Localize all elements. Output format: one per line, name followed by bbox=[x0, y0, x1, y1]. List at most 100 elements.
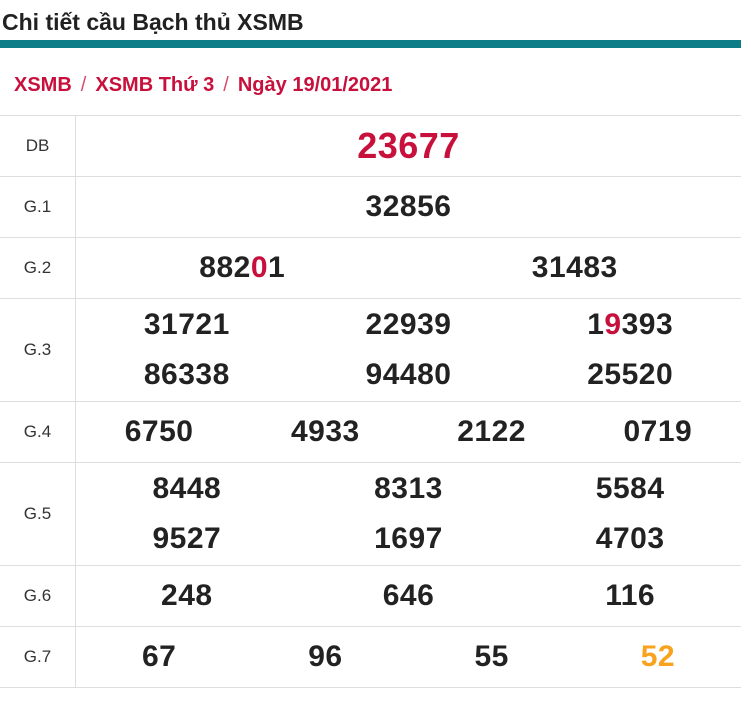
prize-values: 8448 8313 5584 9527 1697 4703 bbox=[76, 463, 741, 565]
prize-values: 6750 4933 2122 0719 bbox=[76, 402, 741, 462]
prize-value: 67 bbox=[76, 640, 242, 674]
digit-segment: 393 bbox=[622, 308, 674, 341]
prize-value: 646 bbox=[298, 579, 520, 613]
prize-value: 9527 bbox=[76, 522, 298, 556]
prize-value: 4703 bbox=[519, 522, 741, 556]
breadcrumb-separator: / bbox=[81, 74, 87, 96]
prize-row: G.7 67 96 55 52 bbox=[0, 627, 741, 688]
prize-value: 2122 bbox=[409, 415, 575, 449]
prize-line: 32856 bbox=[76, 182, 741, 232]
prize-line: 8448 8313 5584 bbox=[76, 464, 741, 514]
prize-value: 6750 bbox=[76, 415, 242, 449]
prize-values: 31721 22939 19393 86338 94480 25520 bbox=[76, 299, 741, 401]
prize-value: 1697 bbox=[298, 522, 520, 556]
digit-segment: 9527 bbox=[152, 522, 221, 555]
prize-row: G.5 8448 8313 5584 9527 1697 4703 bbox=[0, 463, 741, 566]
prize-label: G.5 bbox=[0, 463, 76, 565]
digit-segment: 31721 bbox=[144, 308, 230, 341]
prize-label: G.1 bbox=[0, 177, 76, 237]
prize-row: G.6 248 646 116 bbox=[0, 566, 741, 627]
prize-line: 248 646 116 bbox=[76, 571, 741, 621]
prize-value: 23677 bbox=[76, 125, 741, 167]
digit-segment: 646 bbox=[383, 579, 435, 612]
digit-segment: 1697 bbox=[374, 522, 443, 555]
breadcrumb-link-xsmb-thu-3[interactable]: XSMB Thứ 3 bbox=[95, 74, 214, 96]
prize-value: 19393 bbox=[519, 308, 741, 342]
prize-value: 4933 bbox=[242, 415, 408, 449]
prize-value: 86338 bbox=[76, 358, 298, 392]
prize-value: 31483 bbox=[409, 251, 741, 285]
digit-segment: 67 bbox=[142, 640, 176, 673]
breadcrumb-link-date[interactable]: Ngày 19/01/2021 bbox=[238, 74, 393, 96]
prize-values: 67 96 55 52 bbox=[76, 627, 741, 687]
prize-label: G.6 bbox=[0, 566, 76, 626]
prize-line: 88201 31483 bbox=[76, 243, 741, 293]
prize-value: 52 bbox=[575, 640, 741, 674]
prize-values: 23677 bbox=[76, 116, 741, 176]
digit-segment: 5584 bbox=[596, 472, 665, 505]
digit-segment: 6750 bbox=[125, 415, 194, 448]
prize-value: 248 bbox=[76, 579, 298, 613]
prize-label: G.3 bbox=[0, 299, 76, 401]
prize-line: 67 96 55 52 bbox=[76, 632, 741, 682]
breadcrumb-link-xsmb[interactable]: XSMB bbox=[14, 74, 72, 96]
prize-value: 88201 bbox=[76, 251, 409, 285]
digit-segment: 4933 bbox=[291, 415, 360, 448]
digit-segment: 25520 bbox=[587, 358, 673, 391]
highlighted-digit: 52 bbox=[641, 640, 675, 673]
digit-segment: 0719 bbox=[624, 415, 693, 448]
highlighted-digit: 0 bbox=[251, 251, 268, 284]
prize-value: 8313 bbox=[298, 472, 520, 506]
digit-segment: 1 bbox=[268, 251, 285, 284]
prize-line: 6750 4933 2122 0719 bbox=[76, 407, 741, 457]
page-title: Chi tiết cầu Bạch thủ XSMB bbox=[2, 8, 741, 36]
prize-value: 25520 bbox=[519, 358, 741, 392]
digit-segment: 882 bbox=[199, 251, 251, 284]
prize-value: 116 bbox=[519, 579, 741, 613]
prize-label: G.7 bbox=[0, 627, 76, 687]
prize-label: DB bbox=[0, 116, 76, 176]
breadcrumb-separator: / bbox=[223, 74, 229, 96]
breadcrumb: XSMB / XSMB Thứ 3 / Ngày 19/01/2021 bbox=[14, 70, 741, 100]
digit-segment: 4703 bbox=[596, 522, 665, 555]
prize-label: G.2 bbox=[0, 238, 76, 298]
digit-segment: 248 bbox=[161, 579, 213, 612]
prize-values: 88201 31483 bbox=[76, 238, 741, 298]
digit-segment: 8448 bbox=[152, 472, 221, 505]
prize-value: 94480 bbox=[298, 358, 520, 392]
prize-row: G.1 32856 bbox=[0, 177, 741, 238]
digit-segment: 22939 bbox=[366, 308, 452, 341]
prize-values: 248 646 116 bbox=[76, 566, 741, 626]
prize-row: G.3 31721 22939 19393 86338 94480 25520 bbox=[0, 299, 741, 402]
header-divider bbox=[0, 40, 741, 48]
prize-value: 32856 bbox=[76, 190, 741, 224]
prize-line: 31721 22939 19393 bbox=[76, 300, 741, 350]
prize-line: 23677 bbox=[76, 121, 741, 171]
digit-segment: 1 bbox=[587, 308, 604, 341]
highlighted-digit: 23677 bbox=[357, 125, 460, 166]
prize-line: 86338 94480 25520 bbox=[76, 350, 741, 400]
digit-segment: 96 bbox=[308, 640, 342, 673]
prize-row: DB 23677 bbox=[0, 116, 741, 177]
digit-segment: 86338 bbox=[144, 358, 230, 391]
prize-value: 8448 bbox=[76, 472, 298, 506]
digit-segment: 2122 bbox=[457, 415, 526, 448]
digit-segment: 8313 bbox=[374, 472, 443, 505]
prize-value: 31721 bbox=[76, 308, 298, 342]
prize-values: 32856 bbox=[76, 177, 741, 237]
prize-value: 0719 bbox=[575, 415, 741, 449]
digit-segment: 116 bbox=[605, 579, 655, 612]
digit-segment: 55 bbox=[474, 640, 508, 673]
prize-value: 55 bbox=[409, 640, 575, 674]
digit-segment: 32856 bbox=[366, 190, 452, 223]
prize-value: 22939 bbox=[298, 308, 520, 342]
prize-value: 96 bbox=[242, 640, 408, 674]
digit-segment: 94480 bbox=[366, 358, 452, 391]
highlighted-digit: 9 bbox=[604, 308, 621, 341]
prize-line: 9527 1697 4703 bbox=[76, 514, 741, 564]
prize-value: 5584 bbox=[519, 472, 741, 506]
digit-segment: 31483 bbox=[532, 251, 618, 284]
